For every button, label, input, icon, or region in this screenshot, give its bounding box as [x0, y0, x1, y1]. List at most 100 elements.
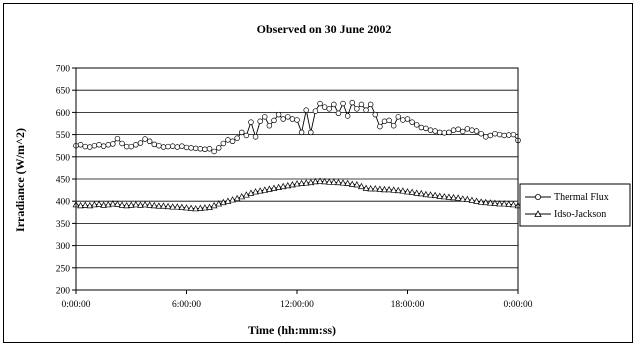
data-point-idso-jackson [141, 201, 149, 208]
data-point-thermal-flux [308, 129, 314, 136]
y-tick-label: 650 [56, 87, 71, 97]
data-point-idso-jackson [463, 195, 471, 202]
data-point-idso-jackson [91, 201, 98, 208]
data-point-idso-jackson [256, 187, 264, 194]
legend-marker-thermal-flux [535, 193, 542, 200]
data-point-idso-jackson [385, 185, 393, 193]
data-point-idso-jackson [417, 189, 425, 197]
data-point-thermal-flux [510, 131, 517, 138]
data-point-idso-jackson [325, 178, 333, 185]
data-point-thermal-flux [506, 132, 512, 138]
y-tick-label: 250 [56, 264, 71, 274]
grid-lines [72, 67, 519, 294]
data-point-thermal-flux [298, 129, 305, 136]
data-point-thermal-flux [87, 144, 93, 150]
data-point-thermal-flux [142, 136, 148, 142]
data-point-thermal-flux [413, 122, 420, 128]
data-point-thermal-flux [160, 144, 167, 150]
data-point-thermal-flux [354, 106, 360, 112]
data-point-idso-jackson [427, 191, 434, 198]
data-point-idso-jackson [123, 201, 131, 209]
data-point-thermal-flux [229, 138, 236, 145]
data-point-thermal-flux [174, 144, 181, 150]
data-point-idso-jackson [233, 194, 241, 202]
data-point-thermal-flux [156, 142, 162, 149]
data-point-thermal-flux [367, 101, 374, 108]
data-point-idso-jackson [127, 201, 135, 208]
data-point-thermal-flux [404, 116, 411, 122]
data-point-thermal-flux [110, 141, 116, 147]
data-point-idso-jackson [394, 186, 402, 194]
data-point-thermal-flux [220, 140, 227, 147]
data-point-thermal-flux [321, 104, 328, 110]
data-point-thermal-flux [441, 130, 448, 136]
data-point-idso-jackson [155, 202, 163, 209]
data-point-thermal-flux [386, 117, 392, 124]
series-thermal-flux [73, 99, 521, 155]
y-tick-label: 200 [56, 287, 71, 297]
data-point-thermal-flux [82, 143, 88, 150]
data-point-thermal-flux [239, 129, 245, 136]
data-point-thermal-flux [478, 130, 484, 137]
data-point-idso-jackson [348, 180, 356, 187]
legend-label-thermal-flux: Thermal Flux [554, 192, 609, 203]
data-point-thermal-flux [188, 145, 194, 151]
data-point-idso-jackson [242, 191, 250, 198]
data-point-idso-jackson [293, 180, 301, 187]
data-point-idso-jackson [86, 201, 94, 209]
data-point-thermal-flux [285, 114, 291, 120]
data-point-idso-jackson [450, 193, 457, 201]
data-point-thermal-flux [372, 111, 379, 118]
data-point-thermal-flux [119, 140, 125, 147]
x-tick-labels: 0:00:00 6:00:00 12:00:00 18:00:00 0:00:00 [61, 300, 532, 310]
data-point-thermal-flux [496, 131, 503, 138]
data-point-idso-jackson [367, 185, 375, 192]
data-point-idso-jackson [445, 193, 453, 200]
data-point-idso-jackson [312, 177, 319, 185]
data-point-idso-jackson [192, 205, 200, 212]
data-point-thermal-flux [358, 101, 365, 108]
data-point-idso-jackson [187, 204, 195, 211]
y-tick-labels: 200 250 300 350 400 450 500 550 600 650 700 [56, 65, 71, 297]
data-point-thermal-flux [165, 143, 171, 150]
data-point-idso-jackson [330, 178, 338, 185]
data-point-thermal-flux [427, 127, 434, 133]
data-point-idso-jackson [201, 204, 209, 211]
data-point-idso-jackson [265, 185, 273, 192]
data-point-idso-jackson [486, 199, 494, 206]
data-point-idso-jackson [307, 178, 315, 186]
data-point-idso-jackson [77, 201, 84, 209]
legend-label-idso-jackson: Idso-Jackson [554, 209, 606, 220]
y-tick-label: 350 [56, 220, 71, 230]
data-point-idso-jackson [408, 188, 416, 195]
data-point-idso-jackson [468, 196, 476, 203]
y-tick-label: 450 [56, 176, 71, 186]
x-tick-label: 12:00:00 [280, 300, 314, 310]
data-point-thermal-flux [197, 146, 204, 152]
data-point-thermal-flux [483, 134, 489, 140]
data-point-idso-jackson [289, 181, 296, 188]
data-point-thermal-flux [446, 129, 452, 136]
data-point-thermal-flux [317, 100, 323, 107]
plot-area-border [75, 67, 519, 291]
data-point-thermal-flux [400, 117, 406, 123]
data-point-thermal-flux [418, 124, 425, 131]
data-point-idso-jackson [302, 179, 310, 186]
data-point-idso-jackson [252, 188, 259, 195]
data-point-thermal-flux [464, 126, 471, 132]
data-point-thermal-flux [363, 107, 369, 113]
data-point-thermal-flux [335, 110, 342, 117]
y-tick-label: 500 [56, 153, 71, 163]
data-point-thermal-flux [169, 143, 176, 149]
data-point-idso-jackson [275, 183, 282, 190]
legend-marker-idso-jackson [534, 210, 542, 217]
data-point-thermal-flux [432, 128, 438, 134]
data-point-thermal-flux [128, 143, 134, 150]
data-point-thermal-flux [303, 107, 309, 113]
data-point-thermal-flux [312, 108, 319, 114]
data-point-idso-jackson [150, 201, 158, 209]
data-point-idso-jackson [298, 179, 305, 186]
data-point-thermal-flux [409, 119, 415, 125]
data-point-thermal-flux [183, 144, 190, 151]
data-point-thermal-flux [146, 138, 153, 145]
